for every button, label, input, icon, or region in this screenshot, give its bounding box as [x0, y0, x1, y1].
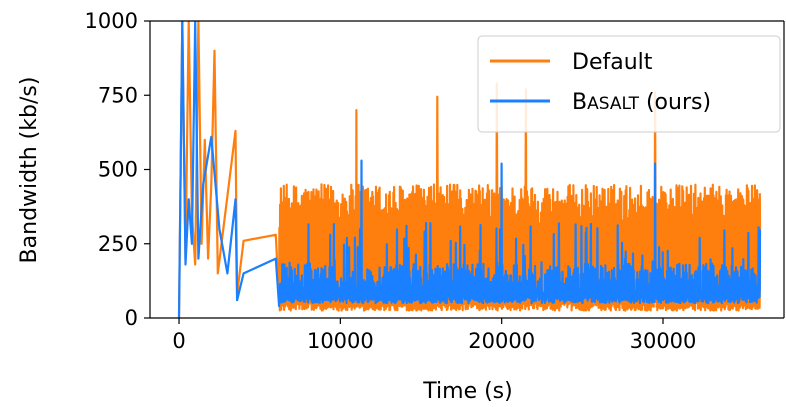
x-tick-label: 10000	[307, 329, 374, 353]
x-tick-label: 20000	[468, 329, 535, 353]
y-tick-label: 0	[125, 306, 138, 330]
y-tick-label: 750	[98, 83, 138, 107]
y-tick-label: 250	[98, 232, 138, 256]
legend-label-default: Default	[572, 50, 653, 75]
x-tick-label: 30000	[630, 329, 697, 353]
series-line-basalt	[177, 21, 762, 318]
y-tick-label: 500	[98, 158, 138, 182]
y-tick-label: 1000	[85, 9, 138, 33]
y-axis-title: Bandwidth (kb/s)	[17, 77, 42, 264]
x-tick-label: 0	[172, 329, 185, 353]
x-axis-title: Time (s)	[422, 379, 512, 404]
legend-box	[477, 35, 781, 133]
legend-label-basalt: BASALT (ours)	[572, 90, 711, 115]
